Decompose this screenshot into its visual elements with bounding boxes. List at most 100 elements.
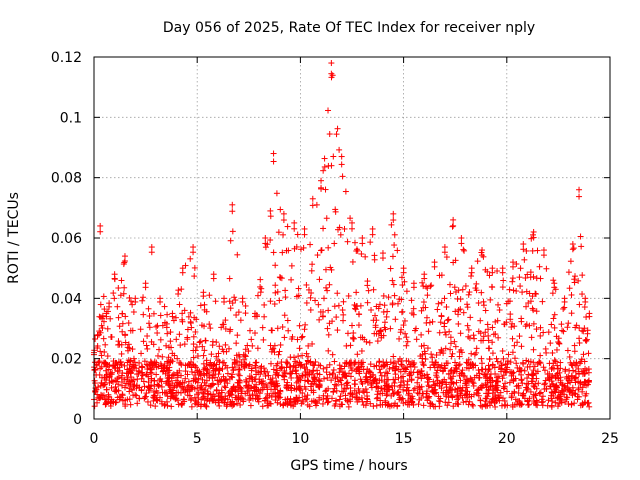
data-point <box>125 357 132 364</box>
data-point <box>524 271 531 278</box>
data-point <box>357 334 364 341</box>
data-point <box>409 395 416 402</box>
data-point <box>255 398 262 405</box>
data-point <box>224 396 231 403</box>
data-point <box>326 131 333 138</box>
data-point <box>194 385 201 392</box>
data-point <box>539 393 546 400</box>
data-point <box>468 269 475 276</box>
data-point <box>99 315 106 322</box>
data-point <box>251 376 258 383</box>
data-point <box>279 324 286 331</box>
data-point <box>390 391 397 398</box>
data-point <box>419 390 426 397</box>
data-point <box>424 371 431 378</box>
data-point <box>154 352 161 359</box>
data-point <box>421 372 428 379</box>
data-point <box>452 364 459 371</box>
data-point <box>494 378 501 385</box>
data-points <box>91 60 593 410</box>
data-point <box>482 307 489 314</box>
data-point <box>318 177 325 184</box>
data-point <box>346 361 353 368</box>
data-point <box>331 303 338 310</box>
data-point <box>305 286 312 293</box>
data-point <box>396 384 403 391</box>
data-point <box>358 379 365 386</box>
data-point <box>409 393 416 400</box>
data-point <box>115 285 122 292</box>
data-point <box>101 306 108 313</box>
data-point <box>140 311 147 318</box>
data-point <box>336 146 343 153</box>
data-point <box>209 395 216 402</box>
data-point <box>355 311 362 318</box>
data-point <box>419 351 426 358</box>
data-point <box>537 324 544 331</box>
data-point <box>444 402 451 409</box>
data-point <box>263 394 270 401</box>
y-tick-label: 0 <box>73 412 82 428</box>
data-point <box>293 386 300 393</box>
data-point <box>231 294 238 301</box>
data-point <box>277 365 284 372</box>
data-point <box>533 397 540 404</box>
data-point <box>493 355 500 362</box>
data-point <box>410 361 417 368</box>
data-point <box>169 358 176 365</box>
data-point <box>363 373 370 380</box>
data-point <box>296 345 303 352</box>
data-point <box>492 318 499 325</box>
data-point <box>532 291 539 298</box>
data-point <box>251 387 258 394</box>
data-point <box>144 345 151 352</box>
data-point <box>367 361 374 368</box>
data-point <box>533 385 540 392</box>
data-point <box>138 386 145 393</box>
data-point <box>343 342 350 349</box>
data-point <box>462 380 469 387</box>
data-point <box>402 330 409 337</box>
data-point <box>308 381 315 388</box>
data-point <box>179 318 186 325</box>
data-point <box>284 396 291 403</box>
data-point <box>431 263 438 270</box>
data-point <box>452 288 459 295</box>
data-point <box>400 386 407 393</box>
data-point <box>527 269 534 276</box>
data-point <box>540 364 547 371</box>
data-point <box>215 350 222 357</box>
data-point <box>342 359 349 366</box>
data-point <box>532 392 539 399</box>
data-point <box>391 367 398 374</box>
data-point <box>464 388 471 395</box>
data-point <box>274 399 281 406</box>
data-point <box>397 329 404 336</box>
data-point <box>114 375 121 382</box>
data-point <box>395 374 402 381</box>
data-point <box>553 346 560 353</box>
data-point <box>468 350 475 357</box>
data-point <box>236 353 243 360</box>
data-point <box>548 389 555 396</box>
data-point <box>156 346 163 353</box>
data-point <box>385 376 392 383</box>
data-point <box>147 369 154 376</box>
data-point <box>298 400 305 407</box>
data-point <box>530 320 537 327</box>
data-point <box>197 384 204 391</box>
data-point <box>263 382 270 389</box>
data-point <box>441 376 448 383</box>
data-point <box>222 341 229 348</box>
data-point <box>259 324 266 331</box>
data-point <box>166 367 173 374</box>
data-point <box>448 353 455 360</box>
data-point <box>516 333 523 340</box>
data-point <box>344 397 351 404</box>
data-point <box>196 339 203 346</box>
data-point <box>308 289 315 296</box>
data-point <box>291 245 298 252</box>
data-point <box>107 315 114 322</box>
data-point <box>108 334 115 341</box>
data-point <box>125 341 132 348</box>
